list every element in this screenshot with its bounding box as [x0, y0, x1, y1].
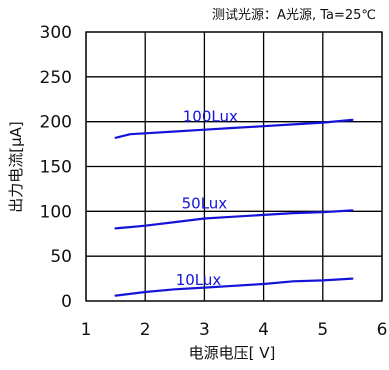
x-tick-label: 3	[199, 320, 210, 340]
series-label-100lux: 100Lux	[183, 108, 238, 126]
x-tick-label: 4	[258, 320, 269, 340]
x-axis-title: 电源电压[ V]	[189, 344, 276, 362]
y-tick-labels: 0 50 100 150 200 250 300	[40, 23, 72, 312]
y-tick-label: 50	[50, 247, 72, 267]
y-tick-label: 100	[40, 202, 72, 222]
series-label-50lux: 50Lux	[182, 195, 228, 213]
y-tick-label: 150	[40, 158, 72, 178]
series-lines	[114, 118, 354, 297]
x-tick-label: 2	[140, 320, 151, 340]
series-labels: 100Lux 50Lux 10Lux	[176, 108, 238, 289]
y-axis-title: 出力电流[μA]	[7, 121, 25, 213]
test-conditions-note: 测试光源：A光源, Ta=25℃	[212, 8, 376, 23]
x-tick-label: 6	[377, 320, 388, 340]
series-label-10lux: 10Lux	[176, 271, 222, 289]
y-tick-label: 300	[40, 23, 72, 43]
series-line-50lux	[114, 209, 354, 230]
y-tick-label: 250	[40, 68, 72, 88]
series-line-10lux	[114, 277, 354, 297]
series-line-100lux	[114, 118, 354, 139]
grid	[85, 31, 383, 302]
y-tick-label: 0	[61, 292, 72, 312]
x-tick-label: 5	[317, 320, 328, 340]
plot-frame	[85, 31, 383, 302]
x-tick-labels: 1 2 3 4 5 6	[81, 320, 388, 340]
y-tick-label: 200	[40, 113, 72, 133]
x-tick-label: 1	[81, 320, 92, 340]
